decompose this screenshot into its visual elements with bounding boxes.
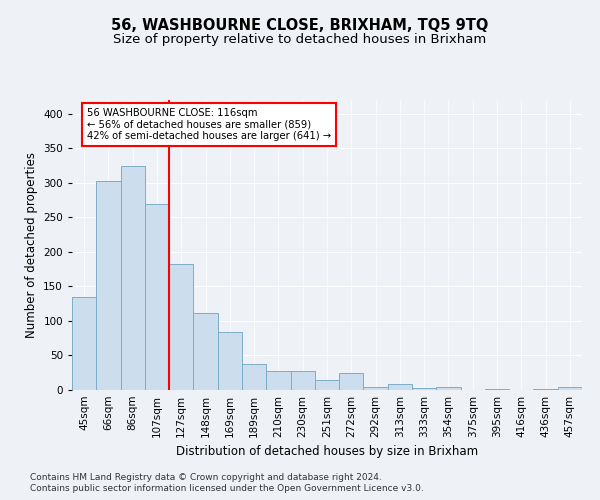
Bar [96,181,121,390]
Bar [558,387,582,390]
Bar [412,388,436,390]
Bar [72,297,96,390]
Bar [169,264,193,390]
Bar [121,166,145,390]
Bar [315,380,339,390]
Text: 56, WASHBOURNE CLOSE, BRIXHAM, TQ5 9TQ: 56, WASHBOURNE CLOSE, BRIXHAM, TQ5 9TQ [112,18,488,32]
Text: Contains HM Land Registry data © Crown copyright and database right 2024.: Contains HM Land Registry data © Crown c… [30,472,382,482]
Text: Size of property relative to detached houses in Brixham: Size of property relative to detached ho… [113,32,487,46]
Bar [388,384,412,390]
Text: Contains public sector information licensed under the Open Government Licence v3: Contains public sector information licen… [30,484,424,493]
Text: 56 WASHBOURNE CLOSE: 116sqm
← 56% of detached houses are smaller (859)
42% of se: 56 WASHBOURNE CLOSE: 116sqm ← 56% of det… [86,108,331,142]
Bar [436,386,461,390]
Bar [242,364,266,390]
Bar [290,370,315,390]
Bar [266,370,290,390]
X-axis label: Distribution of detached houses by size in Brixham: Distribution of detached houses by size … [176,446,478,458]
Bar [339,374,364,390]
Bar [364,386,388,390]
Y-axis label: Number of detached properties: Number of detached properties [25,152,38,338]
Bar [218,332,242,390]
Bar [145,204,169,390]
Bar [193,312,218,390]
